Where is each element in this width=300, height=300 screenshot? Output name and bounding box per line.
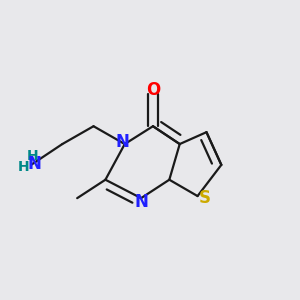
Text: N: N — [135, 193, 148, 211]
Text: H: H — [18, 160, 29, 174]
Text: N: N — [116, 133, 129, 151]
Text: O: O — [146, 81, 160, 99]
Text: H: H — [27, 149, 38, 163]
Text: S: S — [199, 189, 211, 207]
Text: N: N — [28, 155, 42, 173]
